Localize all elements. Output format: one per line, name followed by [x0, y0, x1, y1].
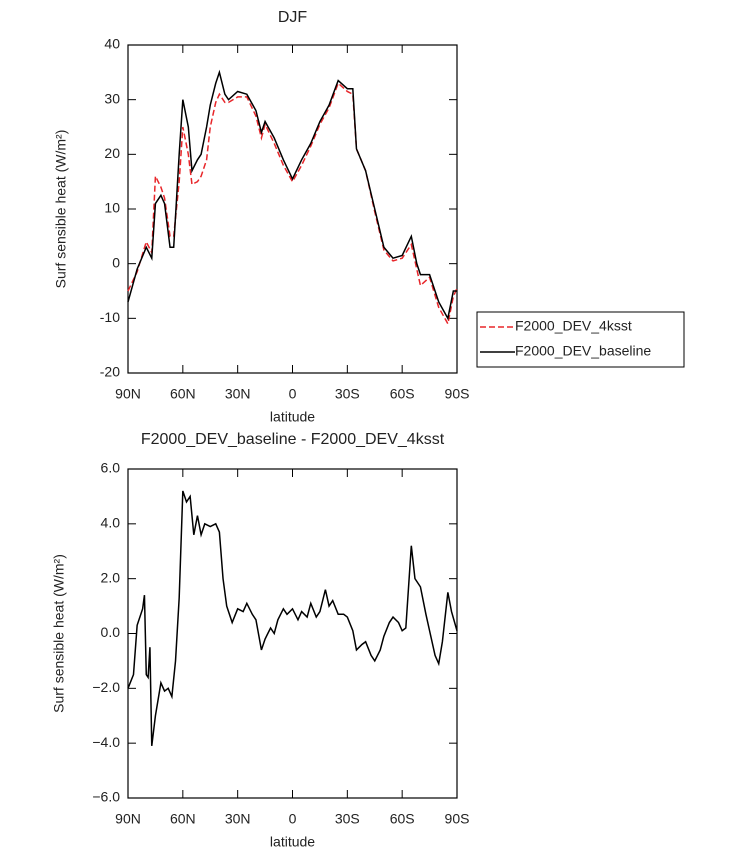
- y-tick-label: 10: [104, 200, 120, 216]
- y-tick-label: 0: [112, 254, 120, 270]
- legend-label: F2000_DEV_baseline: [515, 343, 651, 359]
- y-tick-label: -10: [100, 309, 120, 325]
- y-tick-label: 6.0: [101, 460, 121, 476]
- x-tick-label: 30N: [225, 811, 251, 827]
- data-line: [127, 69, 457, 321]
- y-tick-label: 20: [104, 145, 120, 161]
- x-tick-label: 90N: [115, 811, 141, 827]
- y-tick-label: 40: [104, 36, 120, 52]
- legend: F2000_DEV_4ksst F2000_DEV_baseline: [476, 311, 685, 368]
- data-line: [127, 81, 458, 326]
- chart-title: DJF: [278, 9, 308, 26]
- plot-frame: [127, 468, 458, 799]
- y-axis-label: Surf sensible heat (W/m²): [51, 554, 67, 713]
- legend-label: F2000_DEV_4ksst: [515, 318, 632, 334]
- x-tick-label: 30S: [335, 811, 360, 827]
- x-axis-label: latitude: [270, 409, 315, 425]
- y-tick-label: −6.0: [92, 789, 120, 805]
- x-tick-label: 0: [289, 386, 297, 402]
- x-tick-label: 90N: [115, 386, 141, 402]
- x-tick-label: 30S: [335, 386, 360, 402]
- x-tick-label: 60N: [170, 811, 196, 827]
- y-axis-label: Surf sensible heat (W/m²): [53, 130, 69, 289]
- x-tick-label: 30N: [225, 386, 251, 402]
- x-tick-label: 90S: [445, 811, 470, 827]
- legend-box: [476, 311, 685, 368]
- x-tick-label: 60N: [170, 386, 196, 402]
- x-axis-label: latitude: [270, 834, 315, 850]
- y-tick-label: -20: [100, 364, 120, 380]
- x-tick-label: 0: [289, 811, 297, 827]
- data-line: [127, 490, 458, 747]
- x-tick-label: 60S: [390, 386, 415, 402]
- chart-title: F2000_DEV_baseline - F2000_DEV_4ksst: [141, 431, 445, 448]
- y-tick-label: 4.0: [101, 515, 121, 531]
- y-tick-label: 0.0: [101, 624, 121, 640]
- x-tick-label: 60S: [390, 811, 415, 827]
- x-tick-label: 90S: [445, 386, 470, 402]
- y-tick-label: −4.0: [92, 734, 120, 750]
- y-tick-label: 30: [104, 90, 120, 106]
- y-tick-label: −2.0: [92, 679, 120, 695]
- plot-frame: [127, 44, 458, 374]
- y-tick-label: 2.0: [101, 569, 121, 585]
